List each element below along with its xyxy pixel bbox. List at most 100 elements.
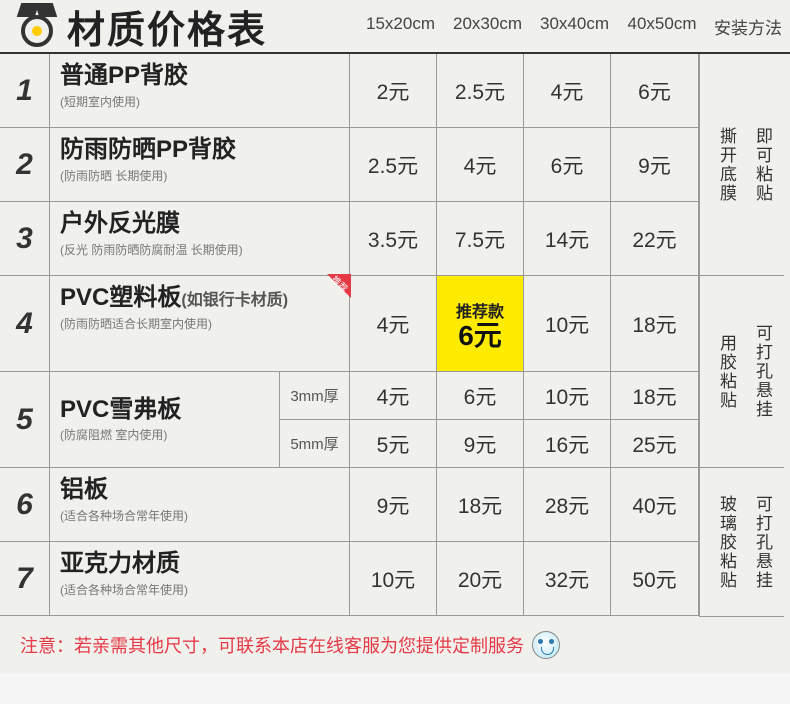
price-cell: 40元 <box>611 468 699 541</box>
material-name: PVC雪弗板 <box>60 396 269 425</box>
price-cell: 14元 <box>524 202 611 275</box>
size-col-1: 15x20cm <box>357 14 444 39</box>
material-desc: (防雨防晒适合长期室内使用) <box>60 315 339 332</box>
material-name-cell: PVC雪弗板(防腐阻燃 室内使用) 3mm厚5mm厚 <box>50 372 350 467</box>
price-value: 5元 <box>350 420 436 467</box>
price-cell: 6元 <box>611 54 699 127</box>
price-value: 10元 <box>524 372 610 420</box>
size-col-3: 30x40cm <box>531 14 618 39</box>
footer-text: 注意：若亲需其他尺寸，可联系本店在线客服为您提供定制服务 <box>20 632 524 658</box>
table-row: 1 普通PP背胶 (短期室内使用) 2元2.5元4元6元 <box>0 54 699 128</box>
price-value: 16元 <box>524 420 610 467</box>
table-row: 3 户外反光膜 (反光 防雨防晒防腐耐温 长期使用) 3.5元7.5元14元22元 <box>0 202 699 276</box>
install-col-head: 安装方法 <box>706 14 790 39</box>
price-value: 9元 <box>437 420 523 467</box>
price-cell: 6元 <box>524 128 611 201</box>
price-cell: 4元 <box>437 128 524 201</box>
material-name: 铝板 <box>60 476 339 505</box>
table-body: 1普通PP背胶(短期室内使用)2元2.5元4元6元2防雨防晒PP背胶(防雨防晒 … <box>0 54 700 617</box>
row-number: 6 <box>0 468 50 541</box>
price-value: 18元 <box>611 372 698 420</box>
thickness-label: 3mm厚 <box>280 372 349 420</box>
material-desc: (适合各种场合常年使用) <box>60 507 339 524</box>
price-table-container: 材质价格表 15x20cm 20x30cm 30x40cm 40x50cm 安装… <box>0 0 790 673</box>
table-row: 7 亚克力材质 (适合各种场合常年使用) 10元20元32元50元 <box>0 542 699 616</box>
material-name-cell: 普通PP背胶 (短期室内使用) <box>50 54 350 127</box>
price-cell: 10元16元 <box>524 372 611 467</box>
header: 材质价格表 15x20cm 20x30cm 30x40cm 40x50cm 安装… <box>0 0 790 54</box>
price-cell: 4元 <box>524 54 611 127</box>
price-cell: 10元 <box>350 542 437 615</box>
thickness-label: 5mm厚 <box>280 420 349 467</box>
material-name-cell: 铝板 (适合各种场合常年使用) <box>50 468 350 541</box>
price-cell: 18元 <box>437 468 524 541</box>
highlight-label: 推荐款 <box>456 298 504 322</box>
price-cell: 22元 <box>611 202 699 275</box>
size-col-2: 20x30cm <box>444 14 531 39</box>
highlight-price: 6元 <box>458 322 502 350</box>
material-name-cell: 户外反光膜 (反光 防雨防晒防腐耐温 长期使用) <box>50 202 350 275</box>
table-row: 6 铝板 (适合各种场合常年使用) 9元18元28元40元 <box>0 468 699 542</box>
row-number: 5 <box>0 372 50 467</box>
price-value: 6元 <box>437 372 523 420</box>
install-text: 用胶粘贴 <box>706 284 742 459</box>
material-name: PVC塑料板(如银行卡材质) <box>60 284 339 313</box>
material-name: 户外反光膜 <box>60 210 339 239</box>
install-text: 可打孔悬挂 <box>742 284 778 459</box>
smile-icon <box>532 631 560 659</box>
size-headers: 15x20cm 20x30cm 30x40cm 40x50cm 安装方法 <box>357 14 790 39</box>
material-desc: (短期室内使用) <box>60 93 339 110</box>
footer-notice: 注意：若亲需其他尺寸，可联系本店在线客服为您提供定制服务 <box>0 617 790 673</box>
price-cell: 7.5元 <box>437 202 524 275</box>
price-cell: 28元 <box>524 468 611 541</box>
price-cell: 3.5元 <box>350 202 437 275</box>
material-name: 亚克力材质 <box>60 550 339 579</box>
material-name-cell: 防雨防晒PP背胶 (防雨防晒 长期使用) <box>50 128 350 201</box>
size-col-4: 40x50cm <box>618 14 706 39</box>
material-name-cell: 亚克力材质 (适合各种场合常年使用) <box>50 542 350 615</box>
row-number: 3 <box>0 202 50 275</box>
price-cell: 6元9元 <box>437 372 524 467</box>
price-value: 4元 <box>350 372 436 420</box>
table-row: 5 PVC雪弗板(防腐阻燃 室内使用) 3mm厚5mm厚4元5元6元9元10元16元… <box>0 372 699 468</box>
row-number: 4 <box>0 276 50 371</box>
price-cell: 4元 <box>350 276 437 371</box>
price-cell: 20元 <box>437 542 524 615</box>
page-title: 材质价格表 <box>67 0 267 54</box>
material-desc: (防腐阻燃 室内使用) <box>60 426 269 443</box>
install-method-group: 用胶粘贴可打孔悬挂 <box>700 276 784 468</box>
price-cell: 推荐款6元 <box>437 276 524 371</box>
row-number: 2 <box>0 128 50 201</box>
price-cell: 2.5元 <box>437 54 524 127</box>
material-name: 普通PP背胶 <box>60 62 339 91</box>
price-cell: 10元 <box>524 276 611 371</box>
price-cell: 18元25元 <box>611 372 699 467</box>
material-desc: (适合各种场合常年使用) <box>60 581 339 598</box>
price-cell: 2.5元 <box>350 128 437 201</box>
price-value: 25元 <box>611 420 698 467</box>
material-desc: (反光 防雨防晒防腐耐温 长期使用) <box>60 241 339 258</box>
medal-icon <box>12 1 62 51</box>
material-name-cell: PVC塑料板(如银行卡材质)(防雨防晒适合长期室内使用)推荐 <box>50 276 350 371</box>
price-cell: 9元 <box>350 468 437 541</box>
install-text: 即可粘贴 <box>742 62 778 267</box>
price-cell: 18元 <box>611 276 699 371</box>
price-cell: 9元 <box>611 128 699 201</box>
price-cell: 50元 <box>611 542 699 615</box>
install-text: 可打孔悬挂 <box>742 476 778 608</box>
install-text: 撕开底膜 <box>706 62 742 267</box>
table-row: 2 防雨防晒PP背胶 (防雨防晒 长期使用) 2.5元4元6元9元 <box>0 128 699 202</box>
install-column: 撕开底膜即可粘贴用胶粘贴可打孔悬挂玻璃胶粘贴可打孔悬挂 <box>700 54 784 617</box>
table-row: 4PVC塑料板(如银行卡材质)(防雨防晒适合长期室内使用)推荐4元推荐款6元10… <box>0 276 699 372</box>
price-cell: 32元 <box>524 542 611 615</box>
row-number: 1 <box>0 54 50 127</box>
material-desc: (防雨防晒 长期使用) <box>60 167 339 184</box>
install-method-group: 玻璃胶粘贴可打孔悬挂 <box>700 468 784 616</box>
price-cell: 2元 <box>350 54 437 127</box>
install-method-group: 撕开底膜即可粘贴 <box>700 54 784 276</box>
price-cell: 4元5元 <box>350 372 437 467</box>
row-number: 7 <box>0 542 50 615</box>
install-text: 玻璃胶粘贴 <box>706 476 742 608</box>
material-name: 防雨防晒PP背胶 <box>60 136 339 165</box>
price-table: 1普通PP背胶(短期室内使用)2元2.5元4元6元2防雨防晒PP背胶(防雨防晒 … <box>0 54 790 617</box>
